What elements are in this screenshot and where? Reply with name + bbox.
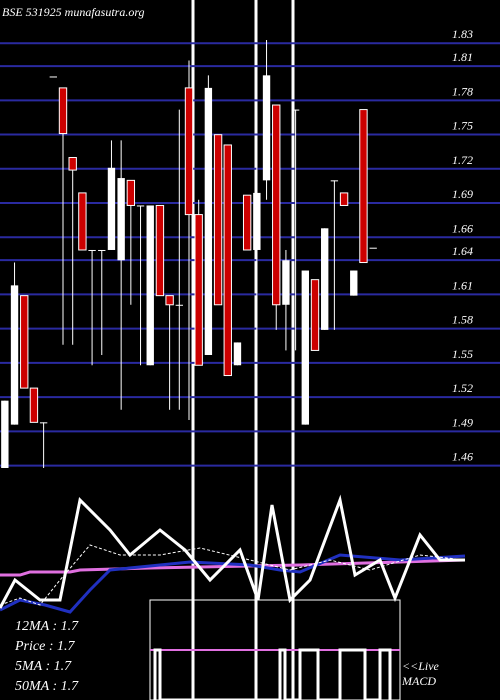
y-tick-label: 1.81	[452, 50, 473, 64]
y-tick-label: 1.66	[452, 221, 473, 235]
candle-body	[223, 144, 232, 377]
y-tick-label: 1.72	[452, 153, 473, 167]
y-tick-label: 1.75	[452, 119, 473, 133]
candle-body	[339, 192, 349, 206]
candle-body	[98, 249, 106, 251]
y-tick-label: 1.69	[452, 187, 473, 201]
live-label: <<Live	[402, 659, 440, 673]
candle-body	[155, 204, 165, 297]
candle-body	[88, 249, 96, 251]
candle-body	[204, 87, 213, 355]
candle-body	[20, 295, 29, 389]
candle-body	[310, 279, 320, 351]
candle-body	[58, 87, 68, 135]
candle-body	[291, 109, 300, 111]
candle-body	[233, 342, 242, 366]
candle-body	[68, 157, 77, 171]
candle-body	[369, 247, 377, 249]
candle-body	[253, 192, 261, 250]
chart-title: BSE 531925 munafasutra.org	[2, 5, 145, 19]
y-tick-label: 1.78	[452, 84, 473, 98]
ma50-label: 50MA : 1.7	[15, 679, 79, 694]
candle-body	[242, 194, 252, 251]
ma12-label: 12MA : 1.7	[15, 619, 79, 634]
y-tick-label: 1.55	[452, 347, 473, 361]
candle-body	[213, 134, 223, 306]
candle-body	[194, 214, 203, 366]
candle-body	[350, 270, 358, 296]
candle-body	[321, 228, 329, 330]
candle-body	[136, 205, 145, 207]
candle-body	[175, 304, 183, 306]
candle-body	[29, 387, 39, 423]
candle-body	[282, 260, 290, 305]
ma5-label: 5MA : 1.7	[15, 659, 72, 674]
candle-body	[330, 180, 339, 182]
candle-body	[184, 87, 194, 216]
candle-body	[49, 76, 57, 78]
candle-body	[107, 167, 116, 250]
candle-body	[10, 285, 19, 425]
y-tick-label: 1.83	[452, 27, 473, 41]
candle-body	[262, 75, 271, 181]
candle-body	[126, 179, 136, 206]
macd-label: MACD	[401, 674, 436, 688]
y-tick-label: 1.58	[452, 313, 473, 327]
decor	[0, 0, 466, 700]
candle-body	[359, 109, 368, 264]
price-label: Price : 1.7	[14, 639, 75, 654]
candle-body	[301, 270, 309, 425]
candle-body	[39, 422, 48, 424]
candle-body	[78, 192, 87, 251]
y-tick-label: 1.49	[452, 415, 473, 429]
candle-body	[272, 104, 281, 306]
candle-body	[117, 178, 125, 261]
y-tick-label: 1.52	[452, 381, 473, 395]
y-tick-label: 1.64	[452, 244, 473, 258]
candle-body	[165, 295, 174, 306]
candle-body	[146, 205, 154, 366]
y-tick-label: 1.61	[452, 278, 473, 292]
y-tick-label: 1.46	[452, 450, 473, 464]
candle-body	[1, 400, 9, 468]
